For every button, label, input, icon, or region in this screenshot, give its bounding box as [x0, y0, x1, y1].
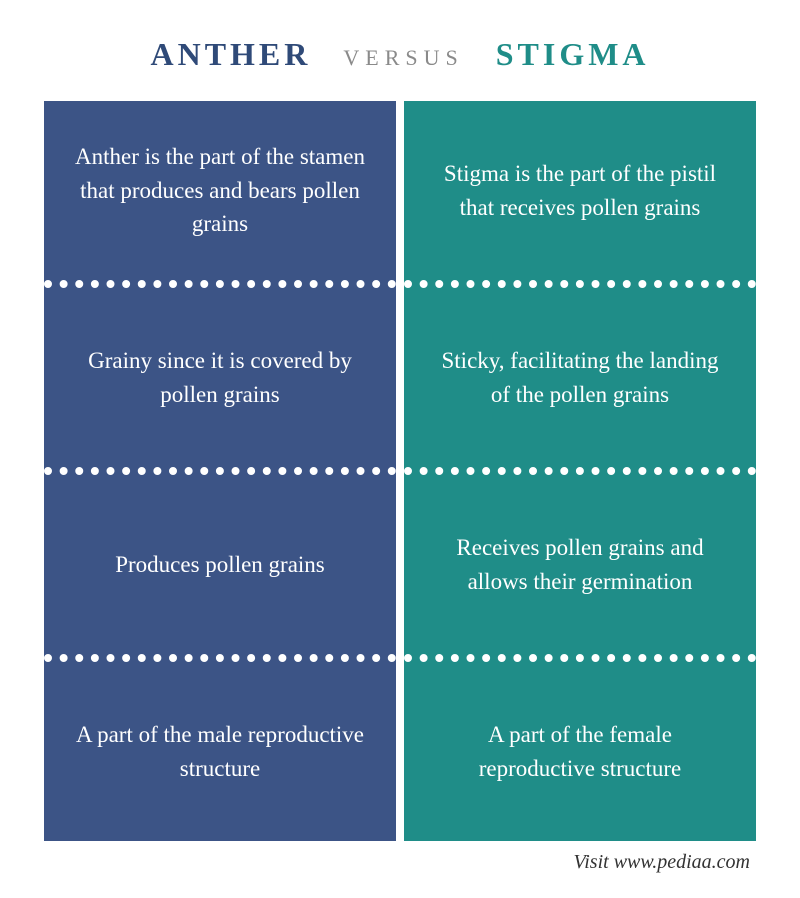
- left-cell-structure: A part of the male reproductive structur…: [44, 654, 396, 841]
- left-column: Anther is the part of the stamen that pr…: [44, 101, 396, 841]
- right-cell-texture: Sticky, facilitating the landing of the …: [404, 280, 756, 467]
- right-cell-function: Receives pollen grains and allows their …: [404, 467, 756, 654]
- right-cell-definition: Stigma is the part of the pistil that re…: [404, 101, 756, 280]
- right-column: Stigma is the part of the pistil that re…: [404, 101, 756, 841]
- left-cell-texture: Grainy since it is covered by pollen gra…: [44, 280, 396, 467]
- comparison-grid: Anther is the part of the stamen that pr…: [44, 101, 756, 841]
- header-versus-label: VERSUS: [343, 45, 463, 71]
- left-cell-function: Produces pollen grains: [44, 467, 396, 654]
- right-cell-structure: A part of the female reproductive struct…: [404, 654, 756, 841]
- header-left-title: ANTHER: [150, 36, 311, 73]
- header-right-title: STIGMA: [496, 36, 650, 73]
- comparison-header: ANTHER VERSUS STIGMA: [44, 36, 756, 73]
- footer-credit: Visit www.pediaa.com: [44, 851, 756, 874]
- left-cell-definition: Anther is the part of the stamen that pr…: [44, 101, 396, 280]
